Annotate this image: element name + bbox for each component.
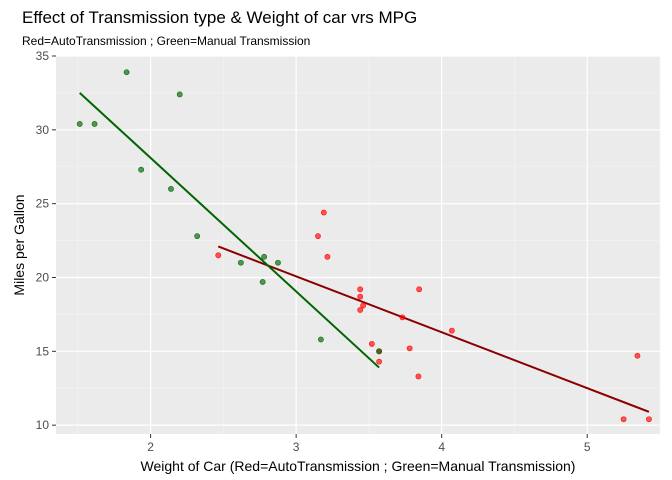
x-tick-label: 2: [147, 440, 154, 454]
data-point-series-2: [168, 185, 174, 192]
x-axis-ticks: 2 3 4 5: [147, 434, 591, 454]
data-point-series-1: [634, 352, 641, 359]
data-point-series-2: [123, 69, 130, 76]
y-tick-label: 10: [36, 418, 50, 432]
y-tick-label: 20: [36, 270, 50, 284]
major-gridlines: [56, 55, 660, 434]
data-point-series-2: [275, 259, 281, 266]
data-point-series-2: [376, 348, 383, 355]
chart-subtitle: Red=AutoTransmission ; Green=Manual Tran…: [22, 34, 310, 48]
data-point-series-1: [646, 416, 652, 423]
y-tick-label: 35: [36, 49, 50, 63]
data-point-series-1: [416, 286, 423, 293]
y-tick-label: 15: [36, 344, 50, 358]
x-tick-label: 4: [438, 440, 445, 454]
data-point-series-1: [620, 416, 627, 423]
data-point-series-1: [415, 373, 422, 380]
data-point-series-1: [368, 341, 375, 347]
y-axis-title: Miles per Gallon: [11, 194, 27, 295]
minor-gridlines: [56, 56, 661, 434]
data-point-series-2: [317, 336, 324, 343]
data-point-series-1: [357, 307, 364, 313]
fit-line-series-2: [79, 92, 380, 369]
x-axis-title: Weight of Car (Red=AutoTransmission ; Gr…: [141, 458, 576, 474]
data-point-series-2: [91, 121, 98, 127]
data-point-series-1: [320, 209, 327, 216]
data-point-series-1: [448, 327, 455, 334]
data-point-series-2: [237, 259, 244, 266]
data-point-series-2: [259, 279, 266, 285]
data-point-series-1: [357, 286, 364, 293]
y-tick-label: 25: [36, 197, 50, 211]
data-point-series-1: [376, 358, 383, 365]
fit-line-series-1: [217, 245, 650, 413]
data-point-series-1: [357, 293, 364, 300]
plot-panel: [56, 56, 660, 434]
data-point-series-2: [138, 166, 145, 173]
data-point-series-1: [324, 253, 331, 260]
data-point-series-2: [176, 91, 183, 98]
fit-lines: [79, 92, 650, 413]
data-point-series-1: [360, 302, 366, 309]
y-tick-label: 30: [36, 123, 50, 137]
x-tick-label: 3: [293, 440, 300, 454]
data-point-series-1: [406, 345, 413, 352]
data-points: [76, 69, 652, 423]
data-point-series-2: [194, 233, 201, 240]
data-point-series-2: [261, 253, 268, 260]
chart-title: Effect of Transmission type & Weight of …: [22, 8, 417, 27]
data-point-series-1: [315, 233, 321, 240]
data-point-series-1: [399, 314, 406, 321]
data-point-series-2: [76, 121, 83, 127]
data-point-series-1: [215, 252, 222, 259]
y-axis-ticks: 10 15 20 25 30 35: [36, 49, 56, 432]
x-tick-label: 5: [584, 440, 591, 454]
